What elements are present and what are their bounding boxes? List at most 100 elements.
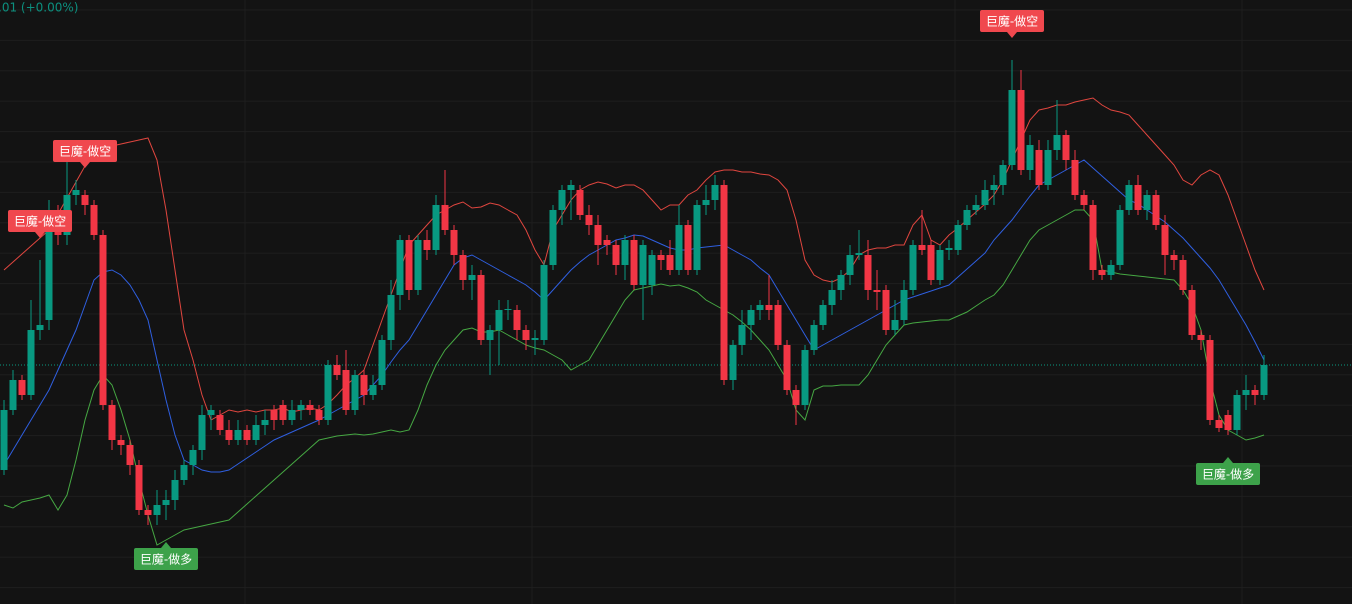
signal-pointer — [1007, 32, 1017, 38]
vertical-grid — [244, 0, 1243, 604]
candle-body — [1044, 150, 1052, 185]
candle-body — [972, 205, 980, 210]
candle-body — [360, 375, 368, 395]
candle-body — [549, 210, 557, 265]
candle-body — [540, 265, 548, 340]
candle-body — [522, 330, 530, 340]
candle-body — [369, 385, 377, 395]
signal-text: 巨魔-做多 — [1202, 467, 1254, 482]
candle-body — [351, 375, 359, 410]
candle-body — [450, 230, 458, 255]
candle-body — [711, 185, 719, 200]
signal-text: 巨魔-做空 — [14, 214, 66, 229]
candle-body — [1260, 365, 1268, 395]
candle-body — [918, 245, 926, 250]
candle-body — [495, 310, 503, 330]
candle-body — [1026, 145, 1034, 170]
candle-body — [927, 245, 935, 280]
candle-body — [1017, 90, 1025, 170]
signal-box — [980, 10, 1044, 32]
candle-body — [882, 290, 890, 330]
candle-body — [945, 248, 953, 250]
candle-body — [387, 295, 395, 340]
candle-body — [1179, 260, 1187, 290]
signal-text: 巨魔-做空 — [986, 14, 1038, 29]
candle-body — [378, 340, 386, 385]
candle-body — [1242, 390, 1250, 395]
candle-body — [180, 465, 188, 480]
candle-body — [1170, 255, 1178, 260]
candle-body — [1206, 340, 1214, 420]
candle-body — [819, 305, 827, 325]
candle-body — [531, 338, 539, 340]
candle-body — [837, 275, 845, 290]
candle-body — [504, 309, 512, 310]
candle-body — [1035, 150, 1043, 185]
candle-body — [720, 185, 728, 380]
signal-box — [8, 210, 72, 232]
candle-body — [279, 405, 287, 420]
candle-body — [747, 310, 755, 325]
candle-body — [315, 410, 323, 420]
candle-body — [603, 240, 611, 245]
candle-body — [477, 275, 485, 340]
candle-body — [1080, 195, 1088, 205]
candle-body — [594, 225, 602, 245]
candle-body — [1053, 135, 1061, 150]
candle-body — [1098, 270, 1106, 275]
signal-box — [1196, 463, 1260, 485]
signal-text: 巨魔-做空 — [59, 144, 111, 159]
candle-body — [90, 205, 98, 235]
candle-body — [81, 195, 89, 205]
candle-body — [198, 415, 206, 450]
candle-body — [810, 325, 818, 350]
candle-body — [1224, 415, 1232, 430]
candle-body — [135, 465, 143, 510]
candle-body — [171, 480, 179, 500]
candle-body — [1233, 395, 1241, 430]
candle-body — [72, 190, 80, 195]
candle-body — [567, 185, 575, 190]
candle-body — [216, 415, 224, 430]
candle-body — [621, 240, 629, 265]
candle-body — [954, 225, 962, 250]
candle-body — [873, 290, 881, 292]
signal-label: 巨魔-做多 — [1196, 457, 1260, 485]
candle-body — [189, 450, 197, 465]
candle-body — [864, 255, 872, 290]
candle-body — [729, 345, 737, 380]
candle-body — [1197, 335, 1205, 340]
candle-body — [432, 205, 440, 250]
candle-body — [963, 210, 971, 225]
candle-body — [981, 190, 989, 205]
candle-body — [18, 380, 26, 395]
candle-body — [270, 410, 278, 420]
candle-body — [396, 240, 404, 295]
candle-body — [1161, 225, 1169, 255]
candle-body — [891, 320, 899, 330]
candle-body — [9, 380, 17, 410]
candle-body — [783, 345, 791, 390]
candle-body — [27, 330, 35, 395]
candle-body — [1152, 195, 1160, 225]
candle-body — [558, 190, 566, 210]
candle-body — [162, 500, 170, 505]
signal-text: 巨魔-做多 — [140, 552, 192, 567]
candle-body — [1134, 185, 1142, 210]
candle-body — [243, 430, 251, 440]
candle-body — [153, 505, 161, 515]
candle-body — [513, 310, 521, 330]
candle-body — [675, 225, 683, 270]
candle-body — [828, 290, 836, 305]
candle-body — [441, 205, 449, 230]
candle-body — [612, 245, 620, 265]
candle-body — [414, 240, 422, 290]
candle-body — [45, 215, 53, 320]
signal-pointer — [161, 542, 171, 548]
signal-label: 巨魔-做多 — [134, 542, 198, 570]
candle-body — [1215, 420, 1223, 428]
signal-label: 巨魔-做空 — [980, 10, 1044, 38]
signal-pointer — [80, 162, 90, 168]
